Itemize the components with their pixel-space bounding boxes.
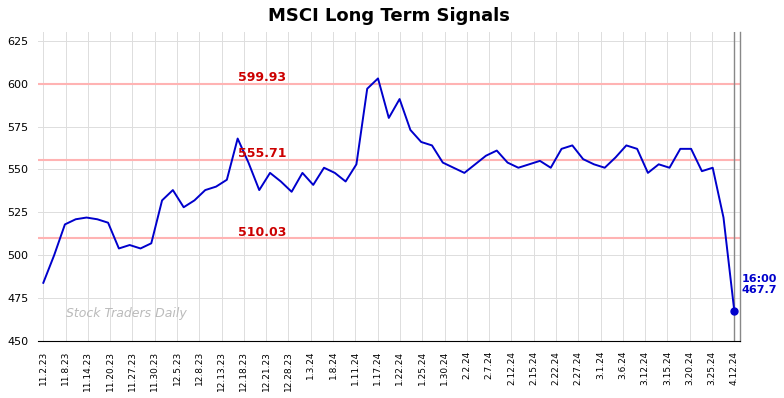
Text: 16:00
467.7: 16:00 467.7 (742, 274, 778, 295)
Text: 510.03: 510.03 (238, 226, 286, 238)
Point (728, 308, 741, 314)
Title: MSCI Long Term Signals: MSCI Long Term Signals (268, 7, 510, 25)
Text: 555.71: 555.71 (238, 147, 286, 160)
Text: 599.93: 599.93 (238, 71, 285, 84)
Text: Stock Traders Daily: Stock Traders Daily (66, 306, 187, 320)
